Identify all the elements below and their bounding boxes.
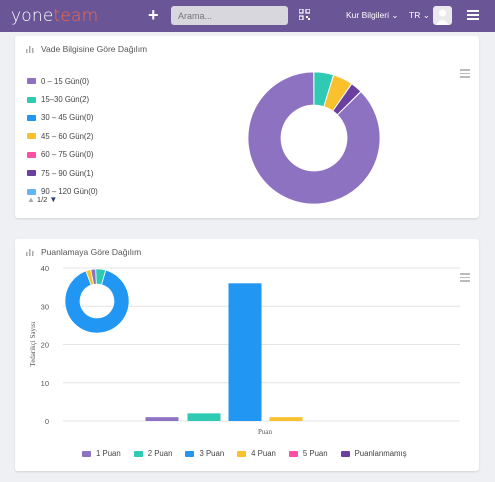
bar-3-puan[interactable] <box>228 283 262 421</box>
chevron-down-icon: ⌄ <box>391 10 399 20</box>
y-tick-label: 10 <box>41 379 49 388</box>
legend-swatch <box>340 450 350 457</box>
x-axis-label: Puan <box>258 428 273 436</box>
vade-slice-3[interactable] <box>323 74 353 112</box>
legend-swatch <box>27 133 36 140</box>
legend-item[interactable]: 0 – 15 Gün(0) <box>27 72 98 90</box>
legend-pager: ▲ 1/2 ▼ <box>27 195 57 204</box>
legend-item[interactable]: 5 Puan <box>288 449 328 458</box>
pie-legend: 0 – 15 Gün(0) 15–30 Gün(2) 30 – 45 Gün(0) 4… <box>27 72 98 201</box>
legend-item[interactable]: 3 Puan <box>185 449 224 458</box>
y-tick-label: 0 <box>45 417 49 426</box>
card-title: Puanlamaya Göre Dağılım <box>41 247 142 257</box>
user-icon <box>436 9 449 25</box>
kur-bilgileri-dropdown[interactable]: Kur Bilgileri ⌄ <box>346 10 399 21</box>
y-tick-label: 40 <box>41 264 49 273</box>
vade-slice-0[interactable] <box>247 71 381 205</box>
legend-item[interactable]: 90 – 120 Gün(0) <box>27 182 98 200</box>
search-input[interactable] <box>171 6 288 25</box>
legend-item[interactable]: 75 – 90 Gün(1) <box>27 164 98 182</box>
page-indicator: 1/2 <box>36 195 48 204</box>
legend-label: 75 – 90 Gün(1) <box>41 168 94 178</box>
logo-text-2: team <box>53 6 99 26</box>
chart-menu-icon[interactable] <box>460 273 470 284</box>
y-axis-label: Tedarikçi Sayısı <box>29 321 37 366</box>
card-title: Vade Bilgisine Göre Dağılım <box>41 44 148 54</box>
bar-4-puan[interactable] <box>269 417 303 421</box>
legend-label: 0 – 15 Gün(0) <box>41 76 90 86</box>
bar-legend: 1 Puan 2 Puan 3 Puan 4 Puan 5 Puan Puanlanmam… <box>82 449 420 458</box>
legend-label: 60 – 75 Gün(0) <box>41 150 94 160</box>
language-label: TR <box>409 10 421 20</box>
legend-swatch <box>82 450 91 457</box>
bar-2-puan[interactable] <box>187 413 221 421</box>
legend-item[interactable]: 4 Puan <box>237 449 276 458</box>
logo-text-1: yone <box>11 6 54 26</box>
legend-item[interactable]: 30 – 45 Gün(0) <box>27 109 98 127</box>
legend-label: 3 Puan <box>199 449 225 458</box>
app-logo[interactable]: yoneteam <box>11 6 98 26</box>
chart-menu-icon[interactable] <box>460 69 470 80</box>
language-dropdown[interactable]: TR ⌄ <box>409 10 430 21</box>
y-tick-label: 30 <box>41 302 49 311</box>
legend-label: 30 – 45 Gün(0) <box>41 113 94 123</box>
legend-label: 45 – 60 Gün(2) <box>41 131 94 141</box>
bar-chart-icon <box>26 249 34 256</box>
y-tick-label: 20 <box>41 341 49 350</box>
legend-item[interactable]: 2 Puan <box>133 449 173 458</box>
add-icon[interactable]: + <box>148 5 159 25</box>
legend-swatch <box>27 188 36 195</box>
qr-code-icon[interactable] <box>299 9 310 20</box>
legend-label: 4 Puan <box>251 449 276 458</box>
bar-chart-icon <box>26 46 34 53</box>
page-down-icon[interactable]: ▼ <box>49 195 58 204</box>
top-bar: yoneteam + Kur Bilgileri ⌄ TR ⌄ <box>0 0 495 32</box>
legend-swatch <box>237 450 247 457</box>
legend-label: 15–30 Gün(2) <box>41 95 90 105</box>
puan-bar-chart: 0 10 20 30 40 Tedarikçi Sayısı Puan <box>29 264 460 436</box>
inset-donut-slice-2[interactable] <box>64 269 130 334</box>
legend-item[interactable]: 45 – 60 Gün(2) <box>27 127 98 145</box>
legend-swatch <box>27 114 36 121</box>
legend-label: 90 – 120 Gün(0) <box>41 187 98 197</box>
legend-item[interactable]: 60 – 75 Gün(0) <box>27 146 98 164</box>
legend-swatch <box>27 78 36 85</box>
legend-item[interactable]: Puanlanmamış <box>340 449 407 458</box>
kur-label: Kur Bilgileri <box>346 10 389 20</box>
legend-item[interactable]: 15–30 Gün(2) <box>27 90 98 108</box>
avatar[interactable] <box>433 6 452 25</box>
legend-swatch <box>27 151 36 158</box>
chevron-down-icon: ⌄ <box>422 10 430 20</box>
legend-swatch <box>27 170 36 177</box>
legend-swatch <box>185 450 195 457</box>
page-up-icon[interactable]: ▲ <box>27 195 35 204</box>
legend-label: 1 Puan <box>96 449 121 458</box>
vade-distribution-card: Vade Bilgisine Göre Dağılım 0 – 15 Gün(0… <box>15 36 479 218</box>
legend-item[interactable]: 1 Puan <box>82 449 121 458</box>
puan-distribution-card: Puanlamaya Göre Dağılım 0 10 20 30 40 Tedarik… <box>15 239 479 471</box>
vade-slice-1[interactable] <box>313 71 334 107</box>
legend-label: Puanlanmamış <box>354 449 407 458</box>
legend-label: 5 Puan <box>302 449 328 458</box>
bar-1-puan[interactable] <box>145 417 179 421</box>
legend-swatch <box>27 96 36 103</box>
hamburger-menu-icon[interactable] <box>467 10 479 20</box>
legend-swatch <box>288 450 298 457</box>
legend-label: 2 Puan <box>147 449 173 458</box>
legend-swatch <box>133 450 143 457</box>
vade-slice-5[interactable] <box>332 83 362 116</box>
